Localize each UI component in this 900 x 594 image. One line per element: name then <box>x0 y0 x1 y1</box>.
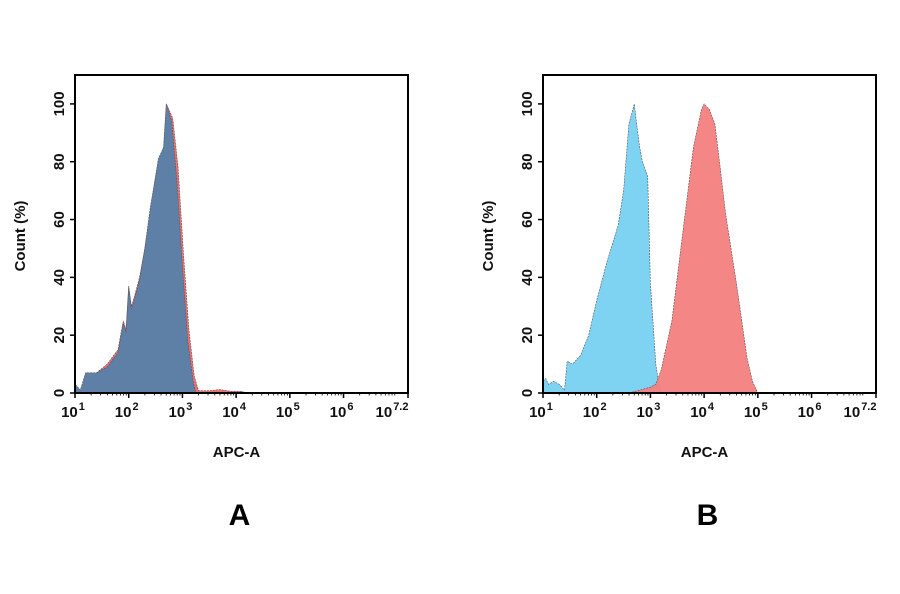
x-tick-base: 10 <box>798 404 815 421</box>
y-tick-label: 100 <box>51 91 68 116</box>
x-tick-exponent: 4 <box>240 401 247 413</box>
x-tick-label: 107.2 <box>376 401 409 421</box>
series-area-0 <box>542 103 662 394</box>
y-tick-label: 0 <box>51 389 68 397</box>
x-tick-label: 107.2 <box>844 401 877 421</box>
x-tick-exponent: 6 <box>347 401 353 413</box>
x-tick-label: 101 <box>529 401 553 421</box>
x-tick-label: 102 <box>583 401 607 421</box>
x-tick-exponent: 1 <box>547 401 553 413</box>
x-tick-exponent: 3 <box>654 401 660 413</box>
x-tick-label: 103 <box>169 401 193 421</box>
x-tick-label: 104 <box>222 401 247 421</box>
y-axis-label: Count (%) <box>480 201 497 272</box>
series-area-1 <box>628 103 759 394</box>
x-tick-base: 10 <box>744 404 761 421</box>
x-tick-base: 10 <box>169 404 186 421</box>
panel-label: A <box>229 499 251 532</box>
x-tick-exponent: 2 <box>132 401 138 413</box>
y-tick-label: 60 <box>51 211 68 228</box>
x-tick-base: 10 <box>583 404 600 421</box>
y-tick-label: 20 <box>51 327 68 344</box>
plot-frame <box>74 74 409 394</box>
x-tick-label: 104 <box>690 401 715 421</box>
x-tick-base: 10 <box>690 404 707 421</box>
y-tick-label: 100 <box>519 91 536 116</box>
x-tick-exponent: 4 <box>708 401 715 413</box>
panel-label: B <box>697 499 719 532</box>
x-tick-base: 10 <box>637 404 654 421</box>
x-tick-label: 106 <box>798 401 822 421</box>
x-tick-exponent: 6 <box>815 401 821 413</box>
x-tick-base: 10 <box>529 404 546 421</box>
y-tick-label: 80 <box>51 153 68 170</box>
y-tick-label: 60 <box>519 211 536 228</box>
x-tick-label: 102 <box>115 401 139 421</box>
x-tick-base: 10 <box>276 404 293 421</box>
y-tick-label: 20 <box>519 327 536 344</box>
x-tick-exponent: 1 <box>79 401 85 413</box>
x-tick-exponent: 3 <box>186 401 192 413</box>
x-tick-base: 10 <box>844 404 861 421</box>
x-tick-exponent: 2 <box>600 401 606 413</box>
x-tick-label: 105 <box>744 401 768 421</box>
x-tick-base: 10 <box>115 404 132 421</box>
y-tick-label: 40 <box>519 269 536 286</box>
x-tick-base: 10 <box>330 404 347 421</box>
x-tick-label: 105 <box>276 401 300 421</box>
x-tick-exponent: 7.2 <box>393 401 408 413</box>
x-tick-base: 10 <box>222 404 239 421</box>
x-tick-base: 10 <box>61 404 78 421</box>
plot-frame <box>542 74 877 394</box>
y-tick-label: 80 <box>519 153 536 170</box>
x-tick-label: 101 <box>61 401 85 421</box>
x-axis-label: APC-A <box>681 444 729 461</box>
x-tick-exponent: 5 <box>294 401 300 413</box>
x-tick-label: 103 <box>637 401 661 421</box>
y-axis-label: Count (%) <box>12 201 29 272</box>
x-tick-exponent: 5 <box>762 401 768 413</box>
x-axis-label: APC-A <box>213 444 261 461</box>
x-tick-label: 106 <box>330 401 354 421</box>
y-tick-label: 0 <box>519 389 536 397</box>
x-tick-exponent: 7.2 <box>861 401 876 413</box>
series-area-1 <box>74 103 197 394</box>
y-tick-label: 40 <box>51 269 68 286</box>
x-tick-base: 10 <box>376 404 393 421</box>
